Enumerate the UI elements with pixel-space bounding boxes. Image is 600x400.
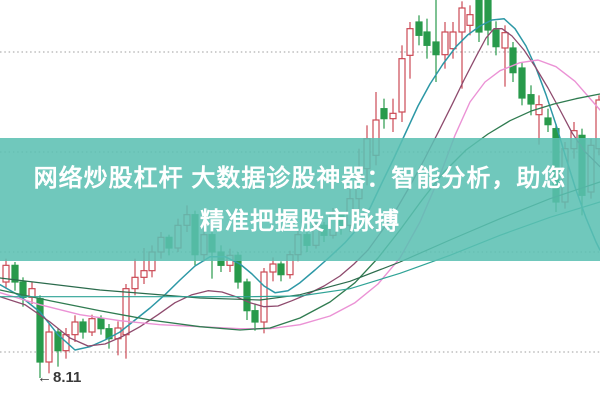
low-price-value: 8.11 bbox=[53, 369, 82, 386]
left-arrow-icon: ← bbox=[37, 369, 52, 386]
low-price-annotation: ← 8.11 bbox=[37, 369, 81, 386]
